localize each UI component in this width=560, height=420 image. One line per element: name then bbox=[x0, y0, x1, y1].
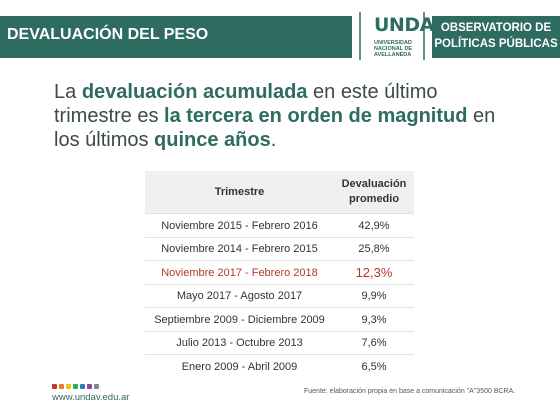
table-row-highlighted: Noviembre 2017 - Febrero 2018 12,3% bbox=[145, 260, 414, 284]
brand-dot bbox=[66, 384, 71, 389]
cell-value: 7,6% bbox=[361, 337, 387, 350]
logo-subtitle-line1: UNIVERSIDAD bbox=[374, 40, 412, 46]
headline: La devaluación acumulada en este último … bbox=[54, 80, 514, 152]
headline-text-1: La bbox=[54, 81, 82, 103]
page-title: DEVALUACIÓN DEL PESO bbox=[7, 26, 209, 43]
brand-dot bbox=[87, 384, 92, 389]
brand-dot bbox=[52, 384, 57, 389]
brand-dot bbox=[59, 384, 64, 389]
title-bar: DEVALUACIÓN DEL PESO bbox=[0, 16, 352, 58]
cell-value: 42,9% bbox=[358, 219, 390, 232]
headline-emphasis-2: la tercera en orden de magnitud bbox=[164, 105, 468, 127]
headline-emphasis-3: quince años bbox=[154, 129, 271, 151]
column-header-value: Devaluación promedio bbox=[341, 178, 407, 205]
logo-subtitle: UNIVERSIDAD NACIONAL DE AVELLANEDA bbox=[374, 40, 424, 58]
cell-period: Septiembre 2009 - Diciembre 2009 bbox=[154, 313, 325, 326]
observatorio-line2: POLÍTICAS PÚBLICAS bbox=[434, 38, 558, 50]
website-link[interactable]: www.undav.edu.ar bbox=[52, 392, 130, 403]
cell-period: Enero 2009 - Abril 2009 bbox=[181, 360, 298, 373]
cell-value: 9,9% bbox=[361, 290, 387, 303]
cell-value: 6,5% bbox=[361, 360, 387, 373]
observatorio-line1: OBSERVATORIO DE bbox=[440, 22, 552, 34]
brand-dot bbox=[73, 384, 78, 389]
table-row: Septiembre 2009 - Diciembre 2009 9,3% bbox=[145, 307, 414, 331]
source-note: Fuente: elaboración propia en base a com… bbox=[304, 388, 516, 395]
brand-dot bbox=[94, 384, 99, 389]
headline-text-4: . bbox=[270, 129, 277, 151]
cell-value: 9,3% bbox=[361, 313, 387, 326]
logo-wordmark: UNDAV bbox=[374, 14, 447, 36]
table-row: Noviembre 2015 - Febrero 2016 42,9% bbox=[145, 213, 414, 237]
table-row: Enero 2009 - Abril 2009 6,5% bbox=[145, 354, 414, 378]
logo-subtitle-line3: AVELLANEDA bbox=[374, 52, 412, 58]
table-row: Mayo 2017 - Agosto 2017 9,9% bbox=[145, 283, 414, 308]
table-header: Trimestre Devaluación promedio bbox=[145, 171, 414, 213]
table-row: Noviembre 2014 - Febrero 2015 25,8% bbox=[145, 236, 414, 261]
cell-period: Noviembre 2015 - Febrero 2016 bbox=[161, 219, 318, 232]
headline-text-2: en este último trimestre es bbox=[54, 81, 438, 127]
logo-frame-icon bbox=[359, 12, 425, 60]
table-row: Julio 2013 - Octubre 2013 7,6% bbox=[145, 330, 414, 355]
cell-value: 25,8% bbox=[358, 243, 390, 256]
header: DEVALUACIÓN DEL PESO UNDAV UNIVERSIDAD N… bbox=[0, 0, 560, 62]
brand-dot bbox=[80, 384, 85, 389]
headline-emphasis-1: devaluación acumulada bbox=[81, 81, 308, 103]
brand-dots bbox=[52, 384, 112, 390]
observatorio-banner: OBSERVATORIO DE POLÍTICAS PÚBLICAS bbox=[432, 16, 560, 58]
cell-period: Mayo 2017 - Agosto 2017 bbox=[176, 290, 303, 303]
cell-period: Julio 2013 - Octubre 2013 bbox=[176, 337, 303, 350]
cell-period: Noviembre 2014 - Febrero 2015 bbox=[161, 243, 318, 256]
undav-logo: UNDAV UNIVERSIDAD NACIONAL DE AVELLANEDA bbox=[358, 10, 447, 62]
logo-subtitle-line2: NACIONAL DE bbox=[374, 46, 413, 52]
column-header-period: Trimestre bbox=[214, 185, 265, 198]
cell-period: Noviembre 2017 - Febrero 2018 bbox=[161, 266, 318, 279]
headline-text-3: en los últimos bbox=[54, 105, 496, 151]
cell-value: 12,3% bbox=[355, 265, 393, 281]
devaluation-table: Trimestre Devaluación promedio Noviembre… bbox=[145, 171, 414, 378]
